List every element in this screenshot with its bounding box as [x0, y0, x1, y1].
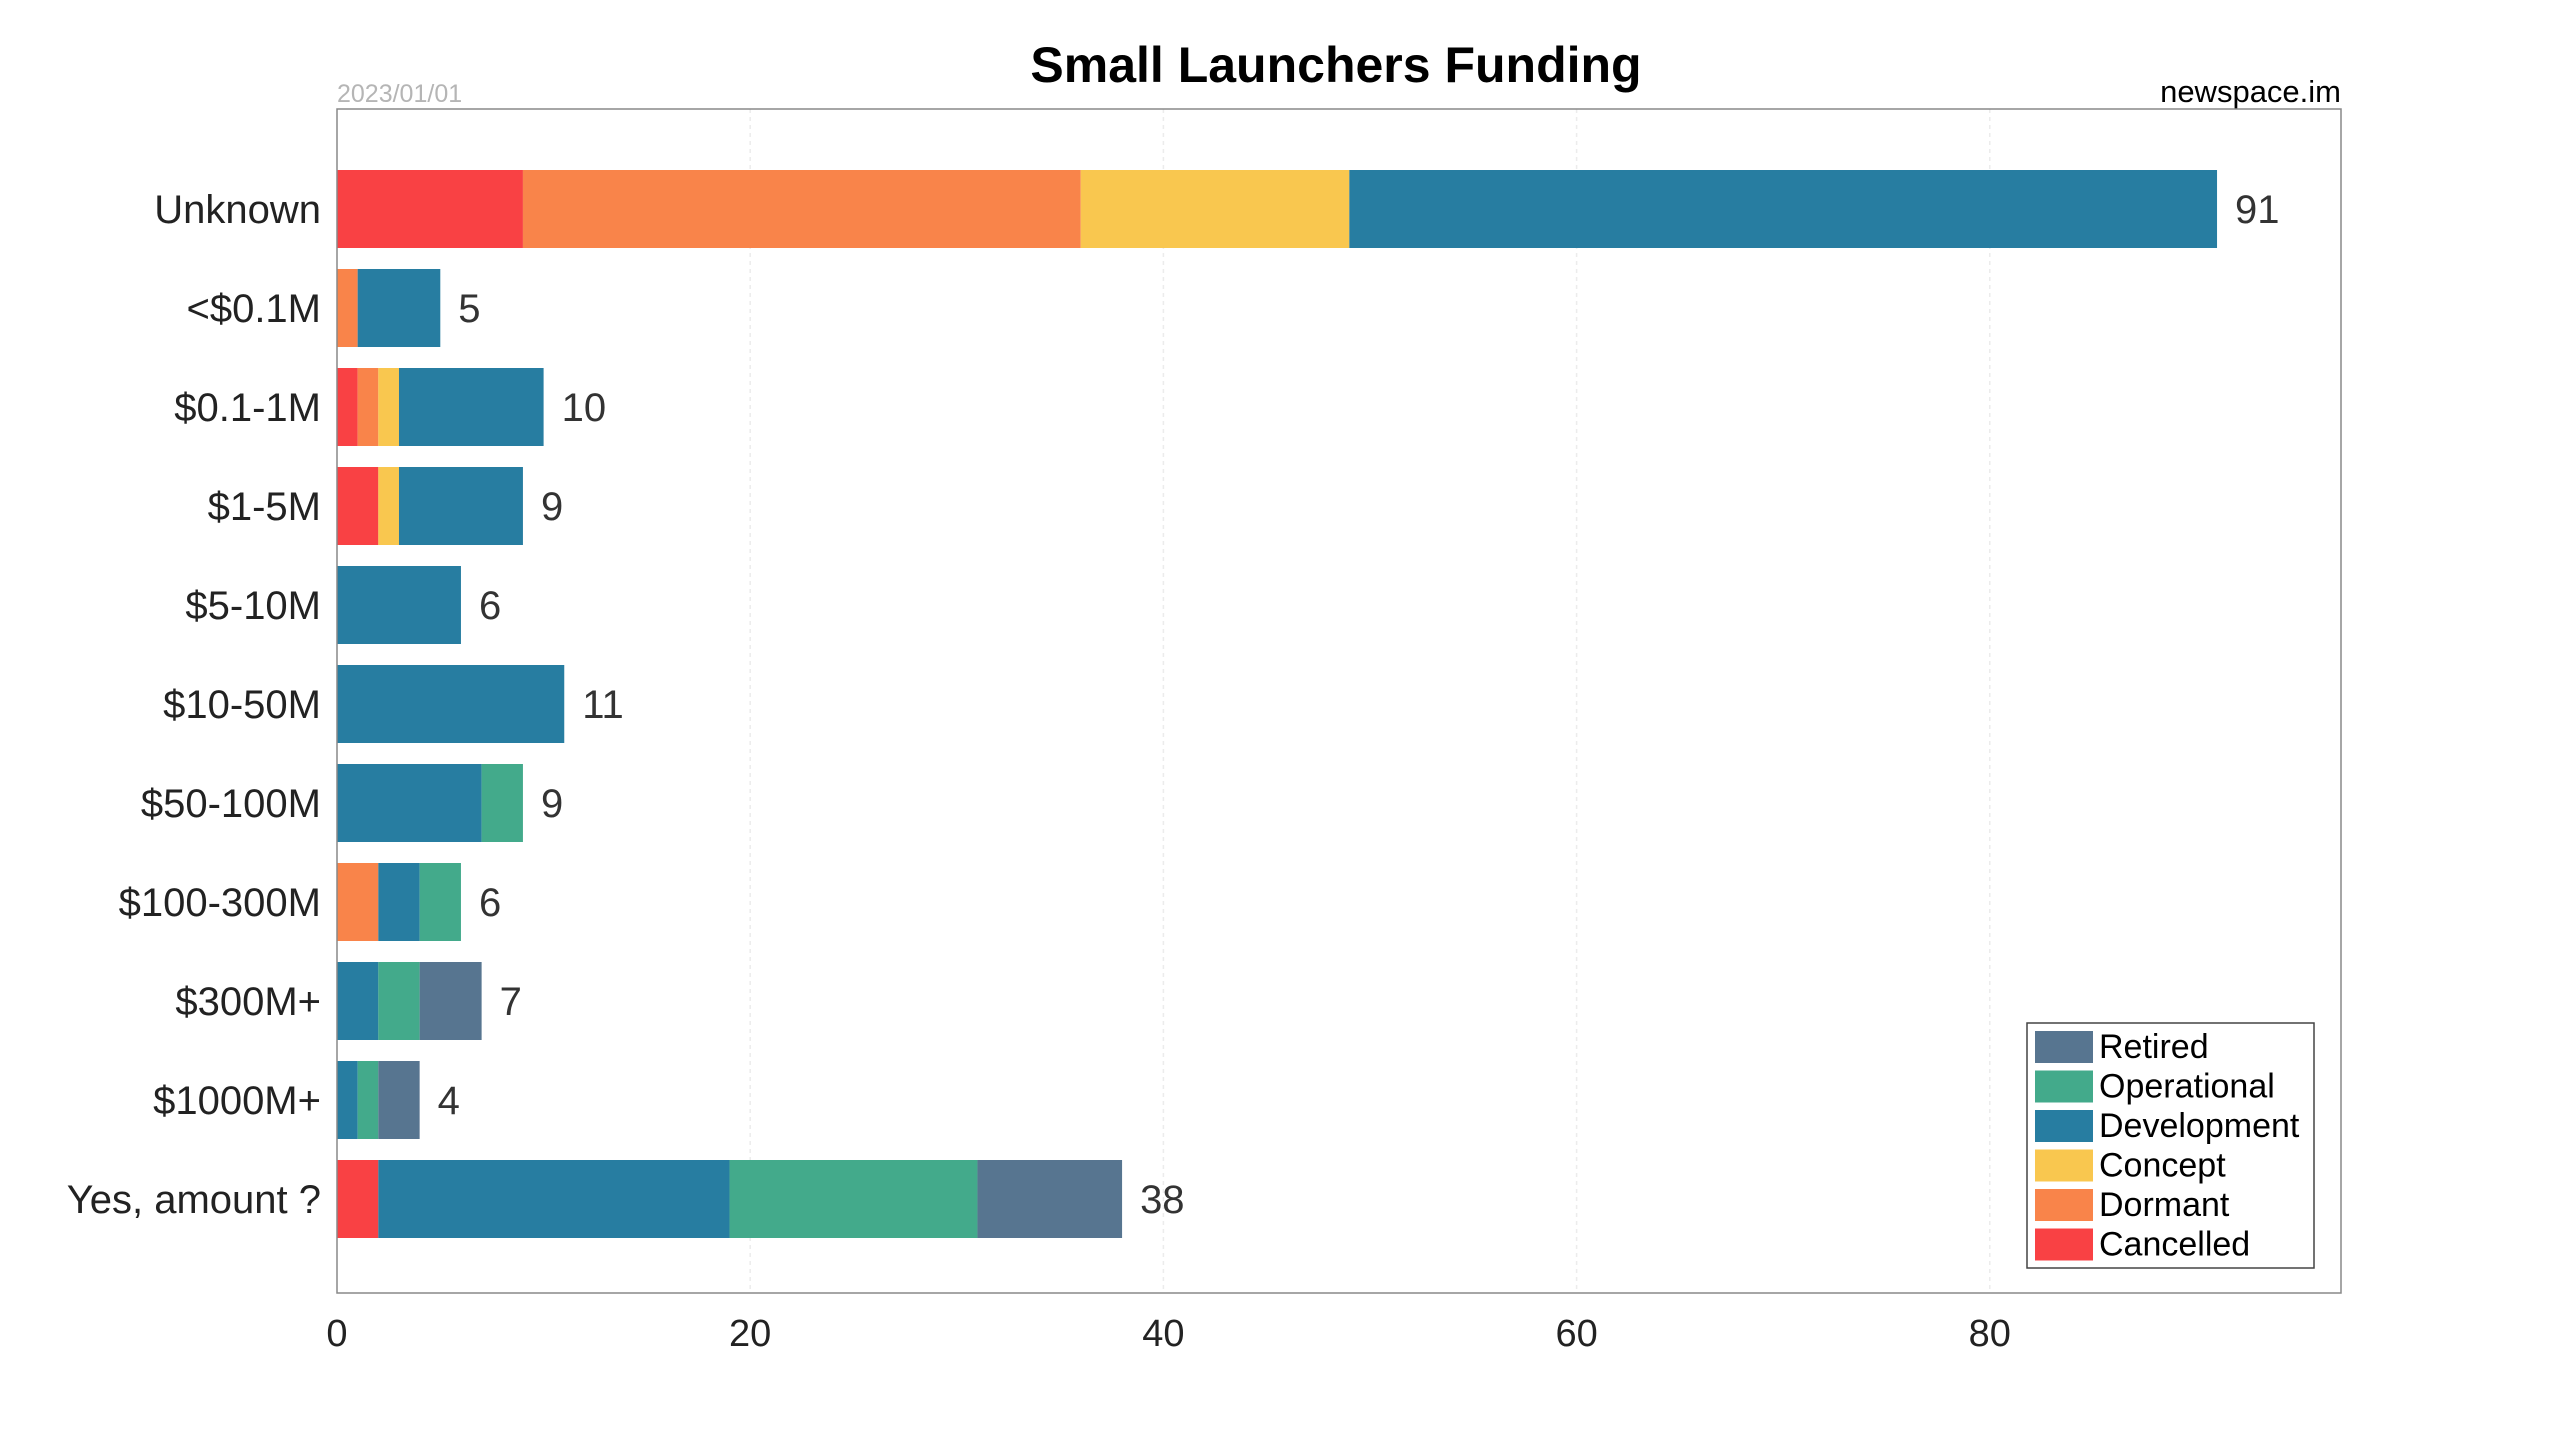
- bars: [337, 170, 2218, 1238]
- bar-segment-development: [378, 863, 420, 941]
- legend-label: Cancelled: [2099, 1226, 2250, 1264]
- bar-total-label: 6: [479, 881, 501, 925]
- legend: RetiredOperationalDevelopmentConceptDorm…: [2026, 1022, 2315, 1269]
- bar-segment-concept: [1080, 170, 1350, 248]
- bar-segment-development: [337, 665, 565, 743]
- bar-segment-retired: [419, 962, 482, 1040]
- date-label: 2023/01/01: [337, 80, 462, 108]
- category-axis-labels: Unknown <$0.1M $0.1-1M $1-5M $5-10M $10-50M $5…: [67, 188, 321, 1222]
- bar-segment-development: [378, 1160, 730, 1238]
- bar-total-label: 6: [479, 584, 501, 628]
- grid-lines: [749, 109, 1991, 1293]
- legend-swatch: [2035, 1110, 2093, 1142]
- bar-total-label: 11: [582, 683, 624, 727]
- x-tick-label: 20: [729, 1313, 771, 1355]
- bar-segment-operational: [419, 863, 461, 941]
- category-label: $10-50M: [163, 683, 321, 727]
- bar-segment-dormant: [337, 269, 358, 347]
- category-label: $300M+: [175, 980, 321, 1024]
- bar-segment-development: [337, 566, 461, 644]
- bar-segment-dormant: [357, 368, 379, 446]
- bar-total-label: 4: [438, 1079, 460, 1123]
- x-tick-label: 40: [1142, 1313, 1184, 1355]
- legend-swatch: [2035, 1031, 2093, 1063]
- bar-total-label: 91: [2235, 188, 2280, 232]
- bar-segment-development: [398, 368, 544, 446]
- legend-label: Development: [2099, 1107, 2300, 1145]
- bar-segment-concept: [378, 368, 399, 446]
- legend-swatch: [2035, 1070, 2093, 1103]
- legend-swatch: [2035, 1149, 2093, 1182]
- bar-segment-operational: [357, 1061, 379, 1139]
- legend-box: [2026, 1022, 2315, 1269]
- bar-total-label: 10: [562, 386, 607, 430]
- category-label: $5-10M: [185, 584, 321, 628]
- source-label: newspace.im: [2160, 74, 2341, 109]
- bar-segment-retired: [378, 1061, 420, 1139]
- category-label: $1-5M: [208, 485, 321, 529]
- x-axis-tick-labels: 0 20 40 60 80: [326, 1313, 2010, 1355]
- x-tick-label: 80: [1969, 1313, 2011, 1355]
- category-label: Unknown: [154, 188, 321, 232]
- bar-segment-dormant: [337, 863, 379, 941]
- x-tick-label: 60: [1555, 1313, 1597, 1355]
- bar-total-label: 9: [541, 485, 563, 529]
- bar-segment-operational: [481, 764, 523, 842]
- bar-segment-development: [337, 962, 379, 1040]
- bar-total-labels: 91 5 10 9 6 11 9 6 7 4 38: [438, 188, 2280, 1222]
- bar-segment-concept: [378, 467, 399, 545]
- bar-segment-development: [337, 764, 482, 842]
- bar-segment-cancelled: [337, 170, 523, 248]
- bar-segment-cancelled: [337, 1160, 379, 1238]
- bar-segment-cancelled: [337, 368, 358, 446]
- legend-label: Operational: [2099, 1068, 2275, 1106]
- chart-title: Small Launchers Funding: [1030, 37, 1641, 93]
- bar-segment-retired: [977, 1160, 1123, 1238]
- legend-label: Dormant: [2099, 1186, 2230, 1224]
- plot-frame: [336, 108, 2342, 1294]
- bar-segment-development: [398, 467, 523, 545]
- category-label: $50-100M: [141, 782, 321, 826]
- bar-segment-development: [1349, 170, 2218, 248]
- legend-swatch: [2035, 1228, 2093, 1261]
- bar-total-label: 7: [500, 980, 522, 1024]
- category-label: $100-300M: [119, 881, 321, 925]
- bar-segment-development: [337, 1061, 358, 1139]
- category-label: $1000M+: [153, 1079, 321, 1123]
- legend-label: Concept: [2099, 1147, 2226, 1185]
- legend-swatch: [2035, 1189, 2093, 1221]
- bar-total-label: 9: [541, 782, 563, 826]
- x-tick-label: 0: [326, 1313, 347, 1355]
- category-label: <$0.1M: [186, 287, 321, 331]
- bar-segment-operational: [378, 962, 420, 1040]
- category-label: Yes, amount ?: [67, 1178, 321, 1222]
- bar-segment-dormant: [522, 170, 1081, 248]
- category-label: $0.1-1M: [174, 386, 321, 430]
- bar-segment-cancelled: [337, 467, 379, 545]
- bar-segment-development: [357, 269, 441, 347]
- bar-total-label: 5: [458, 287, 480, 331]
- legend-label: Retired: [2099, 1028, 2209, 1066]
- bar-total-label: 38: [1140, 1178, 1185, 1222]
- bar-segment-operational: [729, 1160, 978, 1238]
